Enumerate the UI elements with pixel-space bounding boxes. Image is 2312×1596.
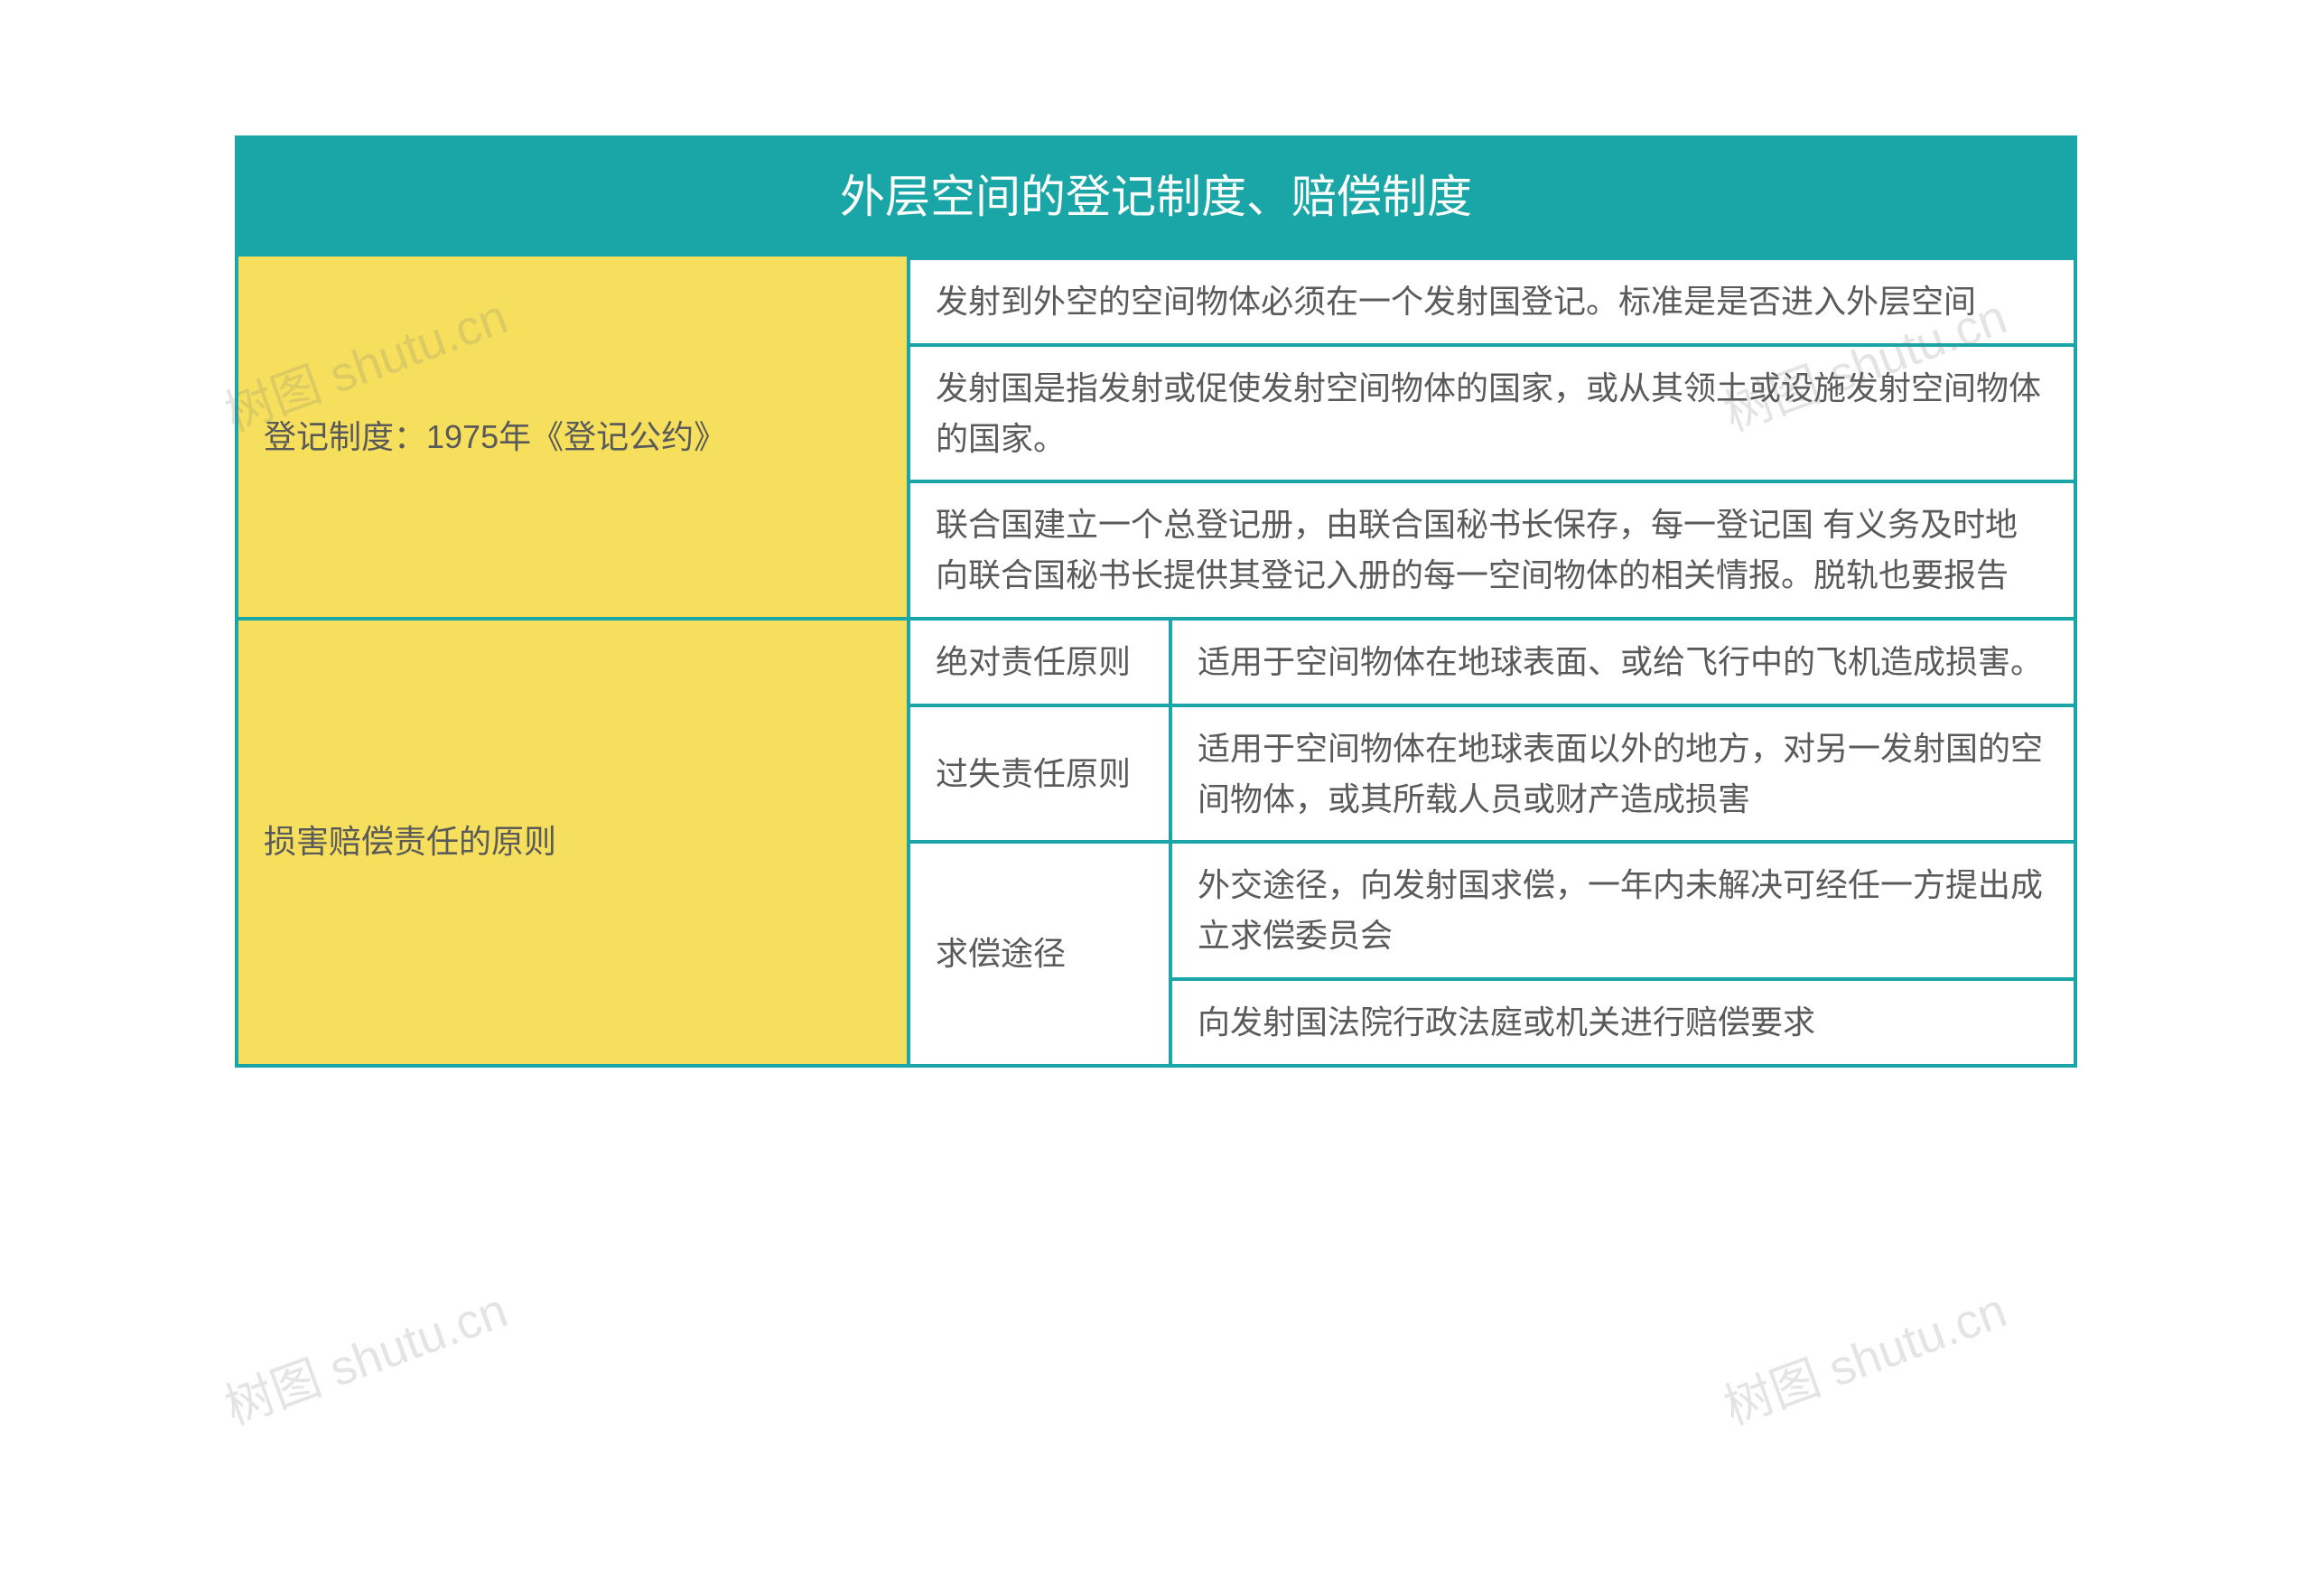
liab-row-4: 向发射国法院行政法庭或机关进行赔偿要求 <box>1169 977 2074 1064</box>
section-registration: 登记制度：1975年《登记公约》 发射到外空的空间物体必须在一个发射国登记。标准… <box>238 257 2074 617</box>
reg-row-3: 联合国建立一个总登记册，由联合国秘书长保存，每一登记国 有义务及时地向联合国秘书… <box>907 480 2074 617</box>
watermark: 树图 shutu.cn <box>1712 1270 2014 1438</box>
watermark: 树图 shutu.cn <box>213 1270 515 1438</box>
sub-absolute: 绝对责任原则 <box>907 617 1169 704</box>
section-heading-liability: 损害赔偿责任的原则 <box>238 617 907 1064</box>
liab-row-3: 外交途径，向发射国求偿，一年内未解决可经任一方提出成立求偿委员会 <box>1169 840 2074 977</box>
table-title: 外层空间的登记制度、赔偿制度 <box>238 139 2074 257</box>
reg-row-1: 发射到外空的空间物体必须在一个发射国登记。标准是是否进入外层空间 <box>907 257 2074 343</box>
section-heading-registration: 登记制度：1975年《登记公约》 <box>238 257 907 617</box>
reg-row-2: 发射国是指发射或促使发射空间物体的国家，或从其领土或设施发射空间物体的国家。 <box>907 343 2074 481</box>
liab-row-2: 适用于空间物体在地球表面以外的地方，对另一发射国的空间物体，或其所载人员或财产造… <box>1169 704 2074 841</box>
section-liability: 损害赔偿责任的原则 绝对责任原则 适用于空间物体在地球表面、或给飞行中的飞机造成… <box>238 617 2074 1064</box>
liab-row-1: 适用于空间物体在地球表面、或给飞行中的飞机造成损害。 <box>1169 617 2074 704</box>
sub-claim: 求偿途径 <box>907 840 1169 1063</box>
main-table: 外层空间的登记制度、赔偿制度 登记制度：1975年《登记公约》 发射到外空的空间… <box>235 135 2077 1068</box>
sub-negligence: 过失责任原则 <box>907 704 1169 841</box>
canvas: 外层空间的登记制度、赔偿制度 登记制度：1975年《登记公约》 发射到外空的空间… <box>0 0 2312 1596</box>
